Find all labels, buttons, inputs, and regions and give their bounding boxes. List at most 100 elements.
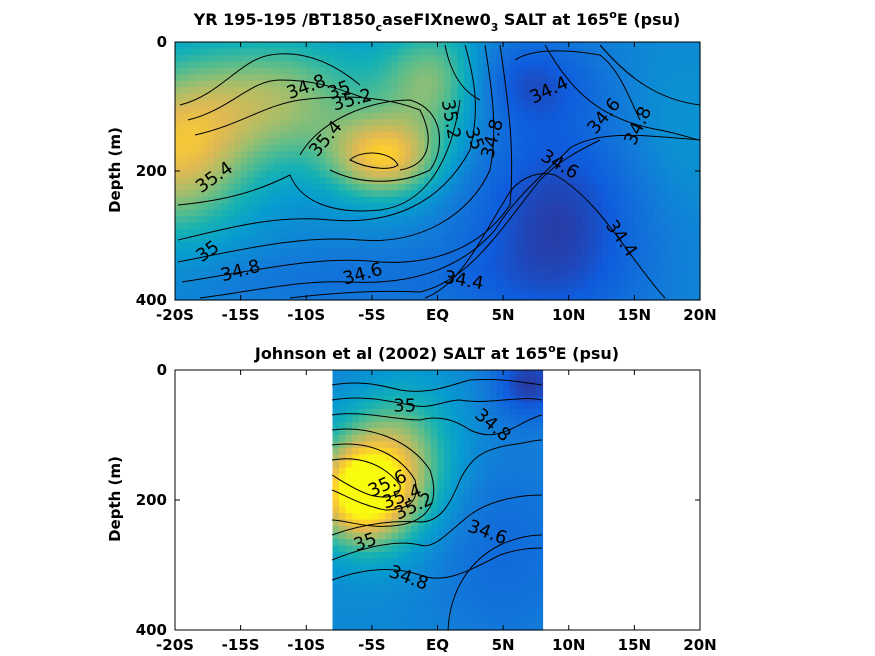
heatmap-cell (404, 106, 412, 114)
heatmap-cell (286, 74, 294, 82)
heatmap-cell (588, 254, 596, 262)
heatmap-cell (529, 467, 537, 475)
heatmap-cell (509, 235, 517, 243)
heatmap-cell (542, 183, 550, 191)
heatmap-cell (424, 435, 432, 443)
heatmap-cell (503, 100, 511, 108)
heatmap-cell (207, 100, 215, 108)
heatmap-cell (496, 261, 504, 269)
contour-line (187, 79, 371, 121)
heatmap-cell (207, 132, 215, 140)
heatmap-cell (463, 93, 471, 101)
heatmap-cell (424, 474, 432, 482)
heatmap-cell (673, 177, 681, 185)
heatmap-cell (680, 93, 688, 101)
heatmap-cell (253, 67, 261, 75)
heatmap-cell (575, 125, 583, 133)
heatmap-cell (588, 248, 596, 256)
heatmap-cell (214, 164, 222, 172)
heatmap-cell (555, 222, 563, 230)
heatmap-cell (411, 190, 419, 198)
heatmap-cell (667, 54, 675, 62)
heatmap-cell (509, 552, 517, 560)
heatmap-cell (411, 571, 419, 579)
heatmap-cell (463, 293, 471, 301)
heatmap-cell (365, 467, 373, 475)
heatmap-cell (240, 119, 248, 127)
heatmap-cell (535, 132, 544, 140)
heatmap-cell (562, 209, 570, 217)
heatmap-cell (516, 293, 524, 301)
heatmap-cell (673, 248, 681, 256)
heatmap-cell (535, 604, 544, 612)
heatmap-cell (404, 183, 412, 191)
heatmap-cell (555, 171, 563, 179)
heatmap-cell (417, 467, 425, 475)
heatmap-cell (273, 106, 281, 114)
heatmap-cell (253, 42, 261, 50)
heatmap-cell (627, 280, 635, 288)
heatmap-cell (398, 54, 406, 62)
heatmap-cell (601, 222, 609, 230)
heatmap-cell (470, 119, 478, 127)
heatmap-cell (385, 474, 393, 482)
heatmap-cell (207, 241, 215, 249)
heatmap-cell (503, 216, 511, 224)
heatmap-cell (293, 100, 301, 108)
heatmap-cell (496, 93, 504, 101)
heatmap-cell (470, 584, 478, 592)
heatmap-cell (450, 461, 458, 469)
heatmap-cell (595, 235, 603, 243)
heatmap-cell (345, 539, 353, 547)
heatmap-cell (188, 87, 196, 95)
heatmap-cell (437, 87, 445, 95)
heatmap-cell (286, 196, 294, 204)
heatmap-cell (227, 54, 235, 62)
heatmap-cell (398, 183, 406, 191)
heatmap-cell (247, 235, 255, 243)
heatmap-cell (595, 132, 603, 140)
heatmap-cell (621, 151, 629, 159)
heatmap-cell (509, 100, 517, 108)
heatmap-cell (404, 42, 412, 50)
heatmap-cell (476, 415, 485, 423)
heatmap-cell (286, 222, 294, 230)
heatmap-cell (640, 293, 649, 301)
heatmap-cell (601, 203, 609, 211)
heatmap-cell (693, 241, 701, 249)
heatmap-cell (627, 203, 635, 211)
heatmap-cell (450, 267, 458, 275)
heatmap-cell (483, 519, 491, 527)
heatmap-cell (194, 293, 202, 301)
heatmap-cell (450, 610, 458, 618)
heatmap-cell (201, 100, 209, 108)
heatmap-cell (430, 513, 439, 521)
heatmap-cell (181, 177, 189, 185)
heatmap-cell (529, 61, 537, 69)
heatmap-cell (529, 578, 537, 586)
heatmap-cell (457, 558, 465, 566)
heatmap-cell (188, 48, 196, 56)
heatmap-cell (411, 196, 419, 204)
heatmap-cell (555, 254, 563, 262)
heatmap-cell (529, 441, 537, 449)
heatmap-cell (181, 93, 189, 101)
heatmap-cell (476, 532, 485, 540)
heatmap-cell (503, 428, 511, 436)
heatmap-cell (385, 578, 393, 586)
heatmap-cell (371, 513, 380, 521)
heatmap-cell (634, 229, 642, 237)
heatmap-cell (503, 571, 511, 579)
heatmap-cell (509, 610, 517, 618)
heatmap-cell (404, 216, 412, 224)
heatmap-cell (450, 513, 458, 521)
heatmap-cell (430, 125, 439, 133)
heatmap-cell (214, 87, 222, 95)
heatmap-cell (398, 248, 406, 256)
heatmap-cell (680, 42, 688, 50)
heatmap-cell (424, 376, 432, 384)
heatmap-cell (555, 119, 563, 127)
heatmap-cell (391, 597, 399, 605)
heatmap-cell (201, 54, 209, 62)
heatmap-cell (188, 280, 196, 288)
